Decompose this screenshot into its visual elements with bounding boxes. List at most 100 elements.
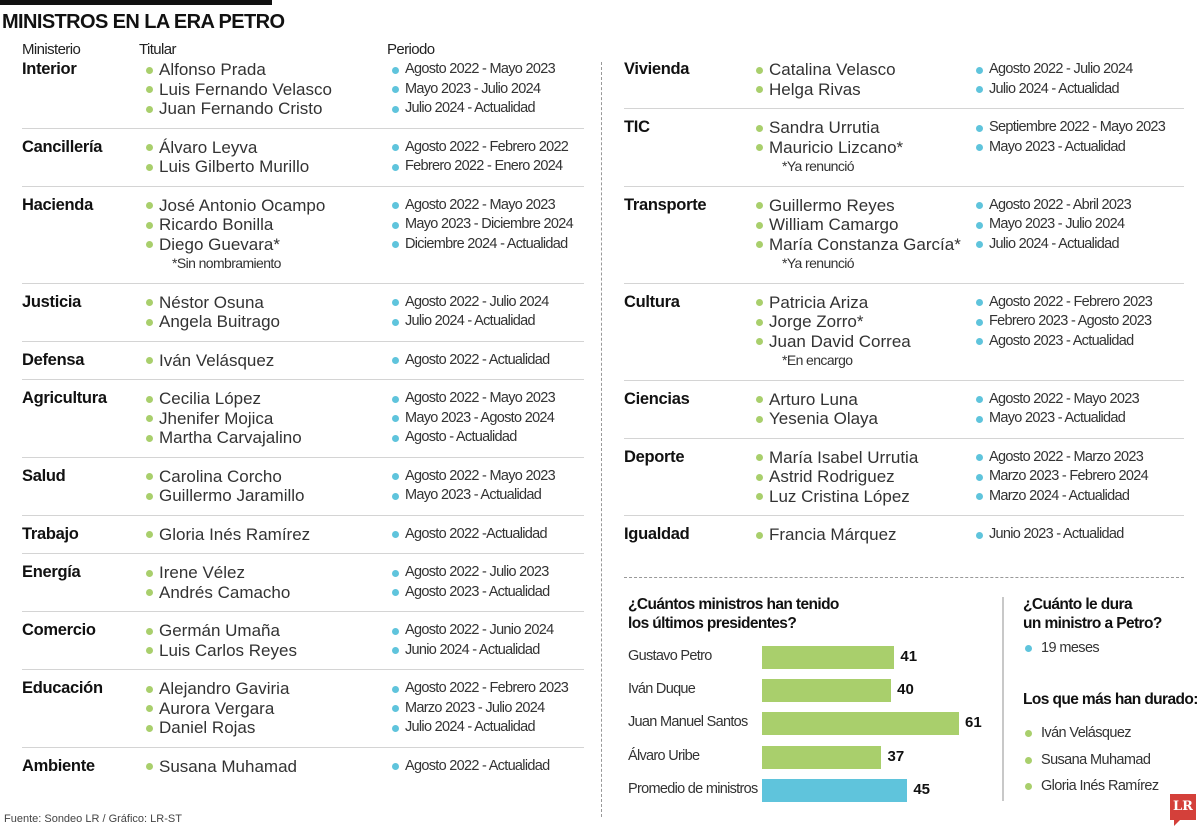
period-text: Febrero 2023 - Agosto 2023 [989, 313, 1152, 329]
bullet-icon [976, 241, 983, 248]
holder-name: Arturo Luna [769, 389, 858, 409]
holder-name: Martha Carvajalino [159, 428, 302, 447]
bullet-icon [976, 202, 983, 209]
holder-name: Luis Carlos Reyes [159, 640, 297, 660]
holder-name: Luz Cristina López [769, 486, 910, 506]
periods-list: Agosto 2022 - Julio 2024 Julio 2024 - Act… [392, 293, 549, 332]
holder-note: *Sin nombramiento [172, 255, 281, 271]
bullet-icon [392, 763, 399, 770]
period-text: Julio 2024 - Actualidad [989, 80, 1120, 97]
bullet-icon [756, 202, 763, 209]
bullet-icon [392, 66, 399, 74]
ministry-row: Transporte Guillermo Reyes William Camargo… [624, 196, 1184, 284]
period-item: Junio 2023 - Actualidad [976, 525, 1124, 545]
periods-list: Agosto 2022 - Febrero 2023 Febrero 2023 -… [976, 293, 1153, 352]
holder-name: Irene Vélez [159, 563, 245, 582]
bullet-icon [756, 415, 763, 423]
period-text: Mayo 2023 - Actualidad [989, 138, 1126, 155]
bullet-icon [756, 318, 763, 326]
period-text: Mayo 2023 - Actualidad [989, 410, 1126, 426]
period-item: Agosto 2022 - Junio 2024 [392, 621, 554, 641]
period-item: Mayo 2023 - Diciembre 2024 [392, 215, 574, 235]
ministry-row: Cultura Patricia Ariza Jorge Zorro* Juan Da… [624, 293, 1184, 381]
holder-name: Francia Márquez [769, 525, 897, 544]
bullet-icon [146, 685, 153, 693]
period-item: Agosto 2022 - Actualidad [392, 757, 550, 777]
period-text: Julio 2024 - Actualidad [405, 100, 536, 116]
bullet-icon [976, 86, 983, 93]
holder-item: Sandra Urrutia [756, 118, 903, 138]
longest-item: Gloria Inés Ramírez [1025, 778, 1159, 794]
periods-list: Agosto 2022 - Junio 2024 Junio 2024 - Act… [392, 621, 554, 661]
bar-label: Gustavo Petro [628, 648, 712, 664]
holders-list: Sandra Urrutia Mauricio Lizcano* *Ya renun… [756, 118, 903, 177]
period-item: Junio 2024 - Actualidad [392, 641, 553, 661]
period-item: Julio 2024 - Actualidad [976, 235, 1131, 255]
holder-name: Carolina Corcho [159, 466, 282, 486]
bar-label: Juan Manuel Santos [628, 714, 748, 730]
bullet-icon [392, 357, 399, 364]
holder-item: Andrés Camacho [146, 583, 290, 603]
ministry-name: Hacienda [22, 195, 93, 214]
holder-name: María Constanza García* [769, 234, 961, 254]
period-item: Agosto 2022 - Mayo 2023 [392, 196, 573, 216]
periods-list: Agosto 2022 - Actualidad [392, 757, 550, 777]
period-text: Mayo 2023 - Actualidad [405, 487, 542, 503]
holder-item: Luis Gilberto Murillo [146, 157, 309, 177]
period-text: Agosto 2022 - Febrero 2023 [989, 293, 1153, 310]
holder-item: Jhenifer Mojica [146, 408, 302, 429]
period-item: Agosto 2022 - Febrero 2022 [392, 138, 569, 158]
ministry-name: TIC [624, 118, 650, 136]
holder-note: *Ya renunció [782, 255, 855, 271]
holder-item: Néstor Osuna [146, 293, 280, 313]
ministry-name: Energía [22, 563, 81, 581]
period-item: Marzo 2024 - Actualidad [976, 487, 1148, 507]
header-ministerio: Ministerio [22, 41, 81, 58]
bullet-icon [146, 473, 153, 480]
bullet-icon [756, 66, 763, 74]
row-body: María Isabel Urrutia Astrid Rodriguez Luz … [624, 448, 1184, 507]
holders-list: Catalina Velasco Helga Rivas [756, 60, 896, 99]
period-text: Marzo 2023 - Julio 2024 [405, 699, 545, 716]
bullet-icon [146, 492, 153, 500]
ministry-name: Cancillería [22, 137, 103, 156]
period-item: Mayo 2023 - Julio 2024 [976, 215, 1131, 235]
row-body: Carolina Corcho Guillermo Jaramillo Agosto… [22, 467, 584, 506]
ministry-name: Deporte [624, 447, 685, 466]
period-text: Septiembre 2022 - Mayo 2023 [989, 119, 1166, 135]
bullet-icon [146, 202, 153, 209]
row-body: Catalina Velasco Helga Rivas Agosto 2022 -… [624, 60, 1184, 99]
bullet-icon [1025, 783, 1032, 790]
period-item: Agosto 2022 - Julio 2024 [976, 60, 1133, 80]
bullet-icon [976, 221, 983, 229]
ministry-name: Transporte [624, 195, 707, 214]
ministry-name: Agricultura [22, 389, 107, 407]
row-body: Sandra Urrutia Mauricio Lizcano* *Ya renun… [624, 118, 1184, 177]
period-text: Agosto 2022 - Julio 2024 [989, 61, 1133, 77]
ministry-row: Ambiente Susana Muhamad Agosto 2022 - Actu… [22, 757, 584, 786]
bullet-icon [392, 221, 399, 229]
bullet-icon [146, 66, 153, 74]
holder-name: Helga Rivas [769, 79, 861, 99]
ministry-row: Cancillería Álvaro Leyva Luis Gilberto Mur… [22, 138, 584, 187]
bar-value-label: 37 [887, 748, 905, 765]
column-divider [601, 62, 602, 817]
holder-name: Jhenifer Mojica [159, 408, 274, 428]
page-title: MINISTROS EN LA ERA PETRO [2, 11, 285, 33]
bullet-icon [756, 473, 763, 481]
period-text: Agosto 2022 - Marzo 2023 [989, 448, 1144, 465]
period-text: Julio 2024 - Actualidad [989, 235, 1120, 252]
period-text: Mayo 2023 - Julio 2024 [405, 80, 541, 97]
bullet-icon [146, 105, 153, 113]
row-body: Néstor Osuna Angela Buitrago Agosto 2022 -… [22, 293, 584, 332]
periods-list: Agosto 2022 - Mayo 2023 Mayo 2023 - Julio… [392, 60, 556, 119]
holder-name: Daniel Rojas [159, 718, 256, 737]
periods-list: Agosto 2022 - Febrero 2022 Febrero 2022 -… [392, 138, 569, 177]
holder-item: Yesenia Olaya [756, 409, 878, 429]
period-text: Marzo 2023 - Febrero 2024 [989, 468, 1149, 484]
longest-name: Gloria Inés Ramírez [1041, 778, 1159, 794]
row-body: Susana Muhamad Agosto 2022 - Actualidad [22, 757, 584, 777]
bullet-icon [392, 589, 399, 596]
period-text: Agosto 2023 - Actualidad [989, 332, 1134, 349]
period-item: Diciembre 2024 - Actualidad [392, 235, 573, 255]
